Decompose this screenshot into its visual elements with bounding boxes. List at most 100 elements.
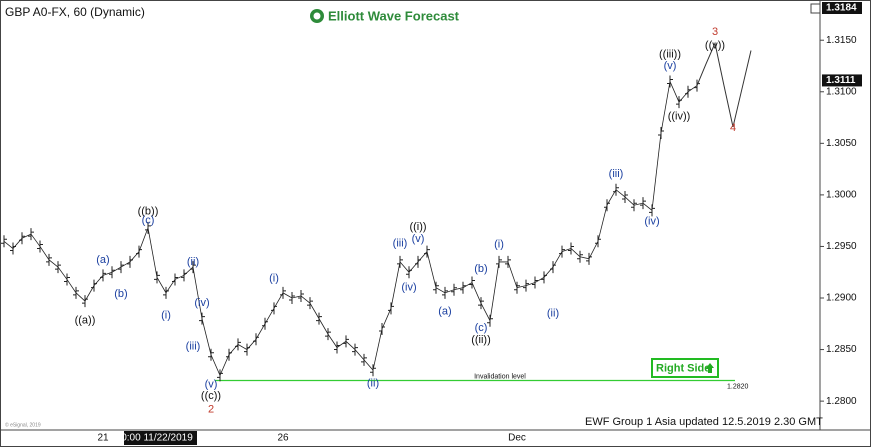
price-bar <box>514 281 520 294</box>
footer: EWF Group 1 Asia updated 12.5.2019 2.30 … <box>585 416 823 428</box>
wave-label: (i) <box>494 238 504 250</box>
wave-label: (v) <box>205 379 218 391</box>
y-tick-label: 1.2950 <box>826 241 857 252</box>
price-bar <box>262 317 268 330</box>
price-bar <box>217 369 223 382</box>
price-bar <box>649 204 655 217</box>
wave-label: (a) <box>438 305 451 317</box>
price-bar <box>244 343 250 356</box>
badge-text: Right Side <box>656 362 710 374</box>
price-bar <box>64 273 70 286</box>
price-bar <box>550 261 556 274</box>
badge-box <box>651 358 719 378</box>
price-bar <box>487 314 493 327</box>
price-bar <box>460 281 466 294</box>
price-bar <box>442 286 448 299</box>
copyright: © eSignal, 2019 <box>5 421 41 428</box>
price-bar <box>199 312 205 325</box>
wave-label: ((b)) <box>138 205 159 217</box>
badge-arrow <box>706 363 714 373</box>
y-tick-label: 1.3000 <box>826 190 857 201</box>
wave-label: (i) <box>161 309 171 321</box>
price-bar <box>352 343 358 356</box>
price-bar <box>37 240 43 253</box>
wave-label: (b) <box>114 288 127 300</box>
price-label-box <box>822 74 862 87</box>
wave-label: (iii) <box>186 340 201 352</box>
price-bar <box>685 85 691 98</box>
price-bar <box>91 279 97 292</box>
wave-label: (iv) <box>644 216 659 228</box>
price-bar <box>397 255 403 268</box>
price-bar <box>235 338 241 351</box>
wave-label: (c) <box>142 215 155 227</box>
price-bar <box>343 335 349 348</box>
badge: Right Side <box>651 358 719 378</box>
wave-label: (v) <box>664 60 677 72</box>
price-bar <box>253 333 259 346</box>
price-bar <box>118 261 124 274</box>
wave-label: (iv) <box>401 282 416 294</box>
y-tick-label: 1.3050 <box>826 138 857 149</box>
price-bar <box>28 228 34 241</box>
y-tick-label: 1.3150 <box>826 35 857 46</box>
price-bar <box>406 266 412 279</box>
price-bar <box>451 283 457 296</box>
price-bar <box>127 255 133 268</box>
crosshair-label-box <box>124 431 197 445</box>
price-bar <box>523 279 529 292</box>
wave-label: (iv) <box>194 297 209 309</box>
wave-label: (c) <box>475 322 488 334</box>
price-bar <box>640 197 646 210</box>
x-tick-label: 21 <box>97 433 109 444</box>
price-bar <box>604 199 610 212</box>
price-bar <box>424 245 430 258</box>
price-bar <box>325 328 331 341</box>
price-bar <box>496 255 502 268</box>
price-bar <box>46 253 52 266</box>
brand-logo: Elliott Wave Forecast <box>310 8 460 23</box>
price-label: 1.3184 <box>826 3 857 14</box>
invalidation-text: Invalidation level <box>474 373 526 380</box>
brand-name: Elliott Wave Forecast <box>328 8 460 23</box>
price-bar <box>334 341 340 354</box>
chart-title: GBP A0-FX, 60 (Dynamic) <box>5 5 145 19</box>
y-tick-label: 1.3100 <box>826 86 857 97</box>
price-bar <box>208 348 214 361</box>
wave-label: (ii) <box>367 378 379 390</box>
wave-label: (b) <box>474 263 487 275</box>
price-bar <box>190 261 196 274</box>
price-label: 1.3111 <box>826 75 856 86</box>
x-tick-label: Dec <box>508 433 526 444</box>
price-bar <box>586 252 592 265</box>
logo-icon-inner <box>313 12 321 20</box>
wave-label: (ii) <box>187 256 199 268</box>
price-bar <box>478 297 484 310</box>
price-bar <box>145 221 151 234</box>
price-bar <box>307 297 313 310</box>
price-bar <box>136 245 142 258</box>
price-bar <box>154 271 160 284</box>
wave-label: 4 <box>730 122 736 134</box>
price-bar <box>280 286 286 299</box>
price-bar <box>505 255 511 268</box>
price-bar <box>370 364 376 377</box>
wave-label: ((v)) <box>705 39 725 51</box>
price-bar <box>415 255 421 268</box>
price-bar <box>73 286 79 299</box>
price-bar <box>379 322 385 335</box>
projection-line <box>696 41 752 127</box>
invalidation-value: 1.2820 <box>727 383 749 390</box>
price-bar <box>577 250 583 263</box>
wave-label: (iii) <box>393 237 408 249</box>
wave-label: (v) <box>412 233 425 245</box>
wave-label: 2 <box>208 403 214 415</box>
price-bar <box>361 353 367 366</box>
price-bar <box>595 235 601 248</box>
price-bar <box>388 302 394 315</box>
y-tick-label: 1.2850 <box>826 344 857 355</box>
price-bar <box>532 276 538 289</box>
price-bar <box>55 261 61 274</box>
